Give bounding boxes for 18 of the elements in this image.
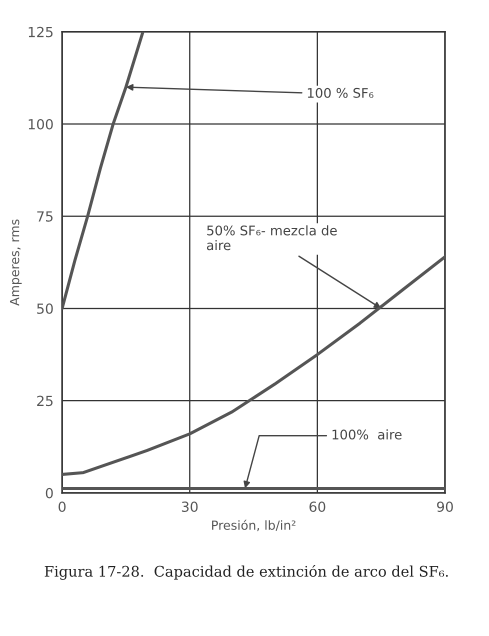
y-tick-label: 75 [37, 211, 53, 222]
line-series [62, 255, 445, 476]
y-tick-label: 0 [46, 488, 53, 498]
x-tick-label: 90 [437, 501, 453, 512]
x-axis-title: Presión, lb/in² [212, 520, 296, 532]
annotation: 100% aire [332, 429, 402, 440]
y-tick-label: 50 [37, 303, 53, 314]
y-tick-label: 100 [28, 118, 53, 130]
y-tick-label: 125 [28, 26, 53, 38]
text: Figura 17-28. Capacidad de extinción de arco del SF₆. [44, 564, 448, 580]
y-tick-label: 25 [37, 396, 53, 406]
x-tick-label: 30 [182, 501, 198, 512]
y-axis-title: Amperes, rms [10, 219, 22, 306]
annotation: 100 % SF₆ [308, 88, 374, 98]
annotation: 50% SF₆- mezcla de aire [206, 225, 337, 250]
x-tick-label: 60 [309, 501, 326, 512]
x-tick-label: 0 [58, 501, 66, 512]
line-series [62, 32, 144, 310]
